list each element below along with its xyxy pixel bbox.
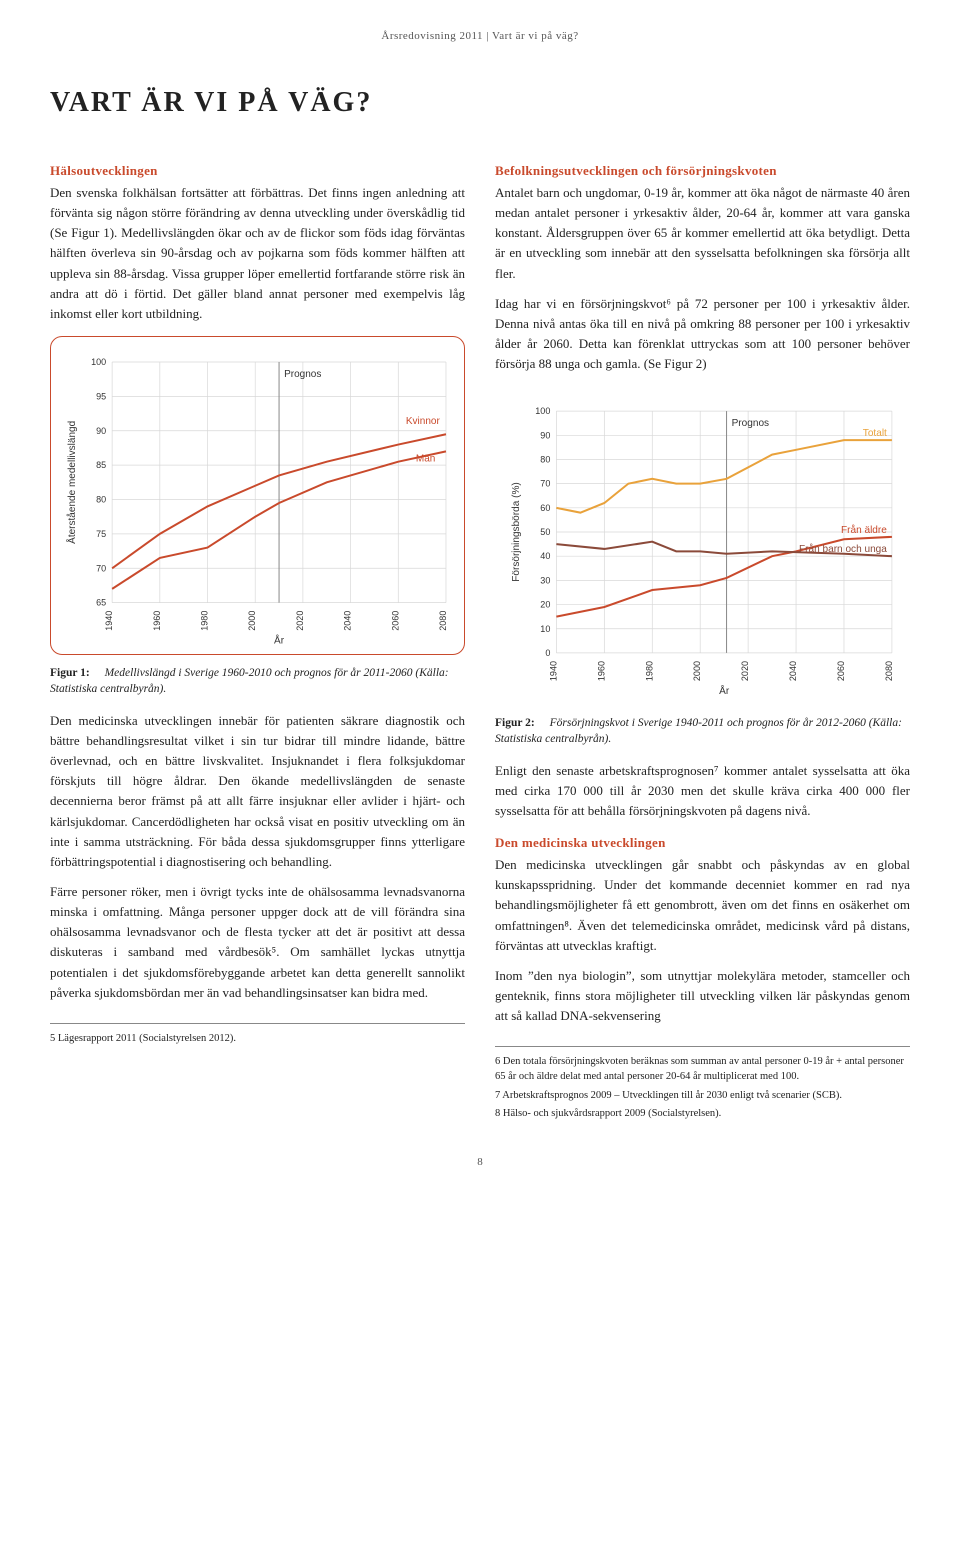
svg-text:Prognos: Prognos	[284, 369, 321, 380]
svg-text:1940: 1940	[104, 611, 114, 631]
heading-medicinska: Den medicinska utvecklingen	[495, 835, 910, 851]
svg-text:10: 10	[540, 624, 550, 634]
svg-text:2080: 2080	[884, 661, 894, 681]
right-paragraph-2: Idag har vi en försörjningskvot⁶ på 72 p…	[495, 294, 910, 375]
figure-2-caption: Figur 2: Försörjningskvot i Sverige 1940…	[495, 715, 910, 747]
footnote-6: 6 Den totala försörjningskvoten beräknas…	[495, 1055, 910, 1084]
two-column-layout: Hälsoutvecklingen Den svenska folkhälsan…	[50, 149, 910, 1126]
svg-text:2040: 2040	[788, 661, 798, 681]
svg-text:År: År	[719, 684, 730, 697]
svg-text:95: 95	[96, 391, 106, 401]
heading-halsoutvecklingen: Hälsoutvecklingen	[50, 163, 465, 179]
svg-text:50: 50	[540, 527, 550, 537]
right-paragraph-4: Den medicinska utvecklingen går snabbt o…	[495, 855, 910, 956]
right-footnotes: 6 Den totala försörjningskvoten beräknas…	[495, 1046, 910, 1122]
page-number: 8	[50, 1156, 910, 1168]
heading-befolkning: Befolkningsutvecklingen och försörjnings…	[495, 163, 910, 179]
svg-text:Återstående medellivslängd: Återstående medellivslängd	[65, 421, 78, 544]
svg-text:1960: 1960	[152, 611, 162, 631]
footnote-7: 7 Arbetskraftsprognos 2009 – Utvecklinge…	[495, 1089, 910, 1104]
svg-text:1940: 1940	[548, 661, 558, 681]
svg-text:2020: 2020	[295, 611, 305, 631]
svg-text:Prognos: Prognos	[732, 418, 769, 429]
right-paragraph-3: Enligt den senaste arbetskraftsprognosen…	[495, 761, 910, 821]
svg-text:30: 30	[540, 576, 550, 586]
svg-text:75: 75	[96, 529, 106, 539]
svg-text:2040: 2040	[343, 611, 353, 631]
footnote-5: 5 Lägesrapport 2011 (Socialstyrelsen 201…	[50, 1032, 465, 1047]
figure-2-label: Figur 2:	[495, 717, 535, 729]
svg-text:Kvinnor: Kvinnor	[406, 416, 441, 427]
svg-text:80: 80	[96, 495, 106, 505]
svg-text:20: 20	[540, 600, 550, 610]
svg-text:2060: 2060	[836, 661, 846, 681]
figure-1-caption-text: Medellivslängd i Sverige 1960-2010 och p…	[50, 667, 449, 695]
svg-text:Försörjningsbörda (%): Försörjningsbörda (%)	[511, 483, 522, 583]
left-paragraph-3: Färre personer röker, men i övrigt tycks…	[50, 882, 465, 1003]
left-footnotes: 5 Lägesrapport 2011 (Socialstyrelsen 201…	[50, 1023, 465, 1047]
figure-2-chart-box: 0 10 20 30 40 50 60 70 80 90 100 1940 1960 1980 2000 20…	[495, 386, 910, 704]
svg-text:Män: Män	[416, 454, 435, 465]
svg-text:80: 80	[540, 455, 550, 465]
svg-text:85: 85	[96, 460, 106, 470]
svg-text:1980: 1980	[200, 611, 210, 631]
svg-text:2020: 2020	[740, 661, 750, 681]
figure-2-caption-text: Försörjningskvot i Sverige 1940-2011 och…	[495, 717, 902, 745]
svg-text:90: 90	[540, 431, 550, 441]
right-paragraph-1: Antalet barn och ungdomar, 0-19 år, komm…	[495, 183, 910, 284]
svg-text:Från äldre: Från äldre	[841, 524, 887, 536]
footnote-8: 8 Hälso- och sjukvårdsrapport 2009 (Soci…	[495, 1107, 910, 1122]
figure-2-chart: 0 10 20 30 40 50 60 70 80 90 100 1940 1960 1980 2000 20…	[501, 396, 904, 698]
svg-text:2060: 2060	[390, 611, 400, 631]
svg-text:År: År	[274, 634, 285, 647]
left-column: Hälsoutvecklingen Den svenska folkhälsan…	[50, 149, 465, 1126]
figure-1-chart: 65 70 75 80 85 90 95 100 1940 1960 1980 2000 2020 204…	[57, 347, 458, 648]
svg-text:70: 70	[96, 563, 106, 573]
left-paragraph-2: Den medicinska utvecklingen innebär för …	[50, 711, 465, 872]
svg-text:70: 70	[540, 479, 550, 489]
svg-text:90: 90	[96, 426, 106, 436]
svg-text:Totalt: Totalt	[863, 428, 887, 439]
svg-text:40: 40	[540, 551, 550, 561]
page-header: Årsredovisning 2011 | Vart är vi på väg?	[50, 30, 910, 42]
svg-text:1980: 1980	[644, 661, 654, 681]
svg-text:60: 60	[540, 503, 550, 513]
right-column: Befolkningsutvecklingen och försörjnings…	[495, 149, 910, 1126]
svg-text:2000: 2000	[247, 611, 257, 631]
svg-text:100: 100	[535, 406, 550, 416]
svg-text:2080: 2080	[438, 611, 448, 631]
figure-1-chart-box: 65 70 75 80 85 90 95 100 1940 1960 1980 2000 2020 204…	[50, 336, 465, 655]
left-paragraph-1: Den svenska folkhälsan fortsätter att fö…	[50, 183, 465, 324]
figure-1-label: Figur 1:	[50, 667, 90, 679]
svg-text:65: 65	[96, 598, 106, 608]
svg-text:1960: 1960	[596, 661, 606, 681]
svg-text:0: 0	[545, 648, 550, 658]
svg-text:100: 100	[91, 357, 106, 367]
svg-text:2000: 2000	[692, 661, 702, 681]
page-title: VART ÄR VI PÅ VÄG?	[50, 87, 910, 119]
right-paragraph-5: Inom ”den nya biologin”, som utnyttjar m…	[495, 966, 910, 1026]
figure-1-caption: Figur 1: Medellivslängd i Sverige 1960-2…	[50, 665, 465, 697]
svg-text:Från barn och unga: Från barn och unga	[799, 543, 887, 555]
